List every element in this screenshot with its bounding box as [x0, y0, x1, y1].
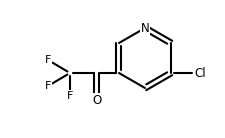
Text: O: O	[92, 94, 101, 107]
Text: N: N	[140, 22, 149, 34]
Text: F: F	[45, 55, 51, 65]
Text: F: F	[45, 81, 51, 91]
Text: F: F	[67, 91, 73, 101]
Text: Cl: Cl	[193, 67, 205, 79]
